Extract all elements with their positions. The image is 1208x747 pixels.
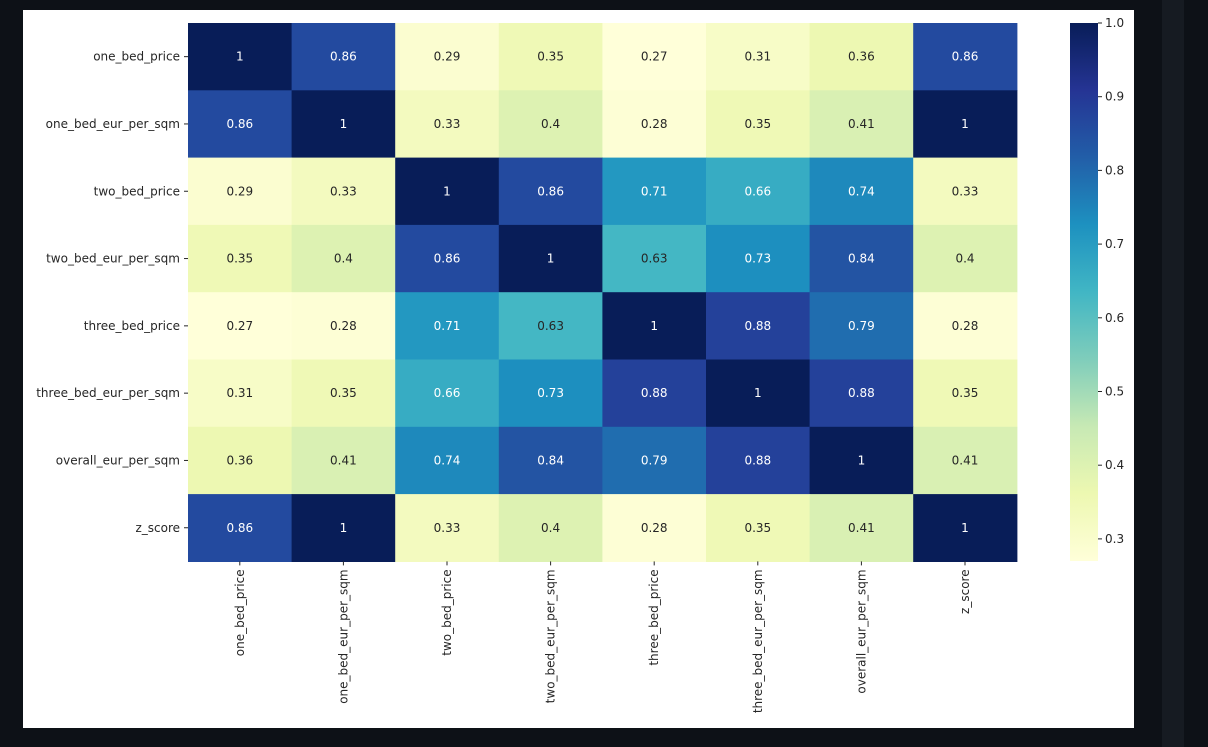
notebook-output-panel: 10.860.290.350.270.310.360.860.8610.330.…	[23, 10, 1134, 728]
heatmap-cells	[188, 23, 1017, 562]
cell-value-label: 0.79	[641, 453, 668, 467]
cell-value-label: 0.27	[641, 50, 668, 64]
y-tick-label: two_bed_eur_per_sqm	[46, 252, 180, 266]
cell-value-label: 0.31	[744, 50, 771, 64]
cell-value-label: 0.41	[330, 453, 357, 467]
cell-value-label: 0.88	[744, 319, 771, 333]
cell-value-label: 0.41	[952, 453, 979, 467]
cell-value-label: 0.41	[848, 521, 875, 535]
colorbar-gradient	[1070, 23, 1098, 561]
cell-value-label: 0.63	[537, 319, 564, 333]
x-axis: one_bed_price one_bed_eur_per_sqm two_bed_…	[233, 561, 972, 713]
cell-value-label: 0.28	[952, 319, 979, 333]
cell-value-label: 0.29	[434, 50, 461, 64]
cell-value-label: 1	[754, 386, 762, 400]
scrollbar[interactable]	[1162, 0, 1184, 747]
cell-value-label: 0.71	[641, 184, 668, 198]
cell-value-label: 0.4	[334, 252, 353, 266]
cell-value-label: 0.41	[848, 117, 875, 131]
y-tick-label: one_bed_price	[93, 50, 180, 64]
cell-value-label: 1	[340, 521, 348, 535]
cell-value-label: 0.4	[955, 252, 974, 266]
y-tick-label: two_bed_price	[94, 184, 180, 198]
cell-value-label: 0.74	[848, 184, 875, 198]
y-tick-label: overall_eur_per_sqm	[56, 453, 180, 467]
colorbar-tick-label: 0.4	[1105, 458, 1124, 472]
cell-value-label: 0.88	[848, 386, 875, 400]
correlation-heatmap: 10.860.290.350.270.310.360.860.8610.330.…	[23, 10, 1134, 728]
cell-value-label: 0.35	[744, 117, 771, 131]
cell-value-label: 0.73	[744, 252, 771, 266]
cell-value-label: 0.36	[226, 453, 253, 467]
cell-value-label: 1	[858, 453, 866, 467]
x-tick-label: three_bed_eur_per_sqm	[751, 569, 765, 713]
cell-value-label: 1	[961, 117, 969, 131]
colorbar-tick-label: 0.6	[1105, 311, 1124, 325]
cell-value-label: 1	[547, 252, 555, 266]
cell-value-label: 0.86	[226, 521, 253, 535]
colorbar-tick-label: 0.8	[1105, 163, 1124, 177]
cell-value-label: 0.66	[434, 386, 461, 400]
cell-value-label: 0.63	[641, 252, 668, 266]
y-axis: one_bed_price one_bed_eur_per_sqm two_bed_…	[36, 50, 188, 535]
colorbar-tick-label: 0.3	[1105, 532, 1124, 546]
cell-value-label: 1	[650, 319, 658, 333]
cell-value-label: 0.86	[434, 252, 461, 266]
cell-value-label: 0.28	[641, 117, 668, 131]
x-tick-label: two_bed_eur_per_sqm	[544, 569, 558, 703]
x-tick-label: three_bed_price	[647, 569, 661, 665]
x-tick-label: one_bed_eur_per_sqm	[336, 569, 350, 703]
cell-value-label: 0.86	[952, 50, 979, 64]
cell-value-label: 0.79	[848, 319, 875, 333]
cell-value-label: 0.29	[226, 184, 253, 198]
cell-value-label: 1	[340, 117, 348, 131]
cell-value-label: 0.74	[434, 453, 461, 467]
colorbar-tick-label: 0.9	[1105, 90, 1124, 104]
cell-value-label: 0.84	[537, 453, 564, 467]
colorbar-tick-label: 0.5	[1105, 384, 1124, 398]
cell-value-label: 0.33	[434, 521, 461, 535]
y-tick-label: one_bed_eur_per_sqm	[46, 117, 180, 131]
colorbar-tick-label: 1.0	[1105, 16, 1124, 30]
cell-value-label: 1	[443, 184, 451, 198]
y-tick-label: three_bed_eur_per_sqm	[36, 386, 180, 400]
y-tick-label: three_bed_price	[84, 319, 180, 333]
y-tick-label: z_score	[135, 521, 180, 535]
x-tick-label: two_bed_price	[440, 569, 454, 655]
cell-value-label: 1	[961, 521, 969, 535]
cell-value-label: 0.66	[744, 184, 771, 198]
cell-value-label: 0.88	[744, 453, 771, 467]
cell-value-label: 0.35	[226, 252, 253, 266]
cell-value-label: 0.33	[952, 184, 979, 198]
cell-value-label: 0.86	[537, 184, 564, 198]
cell-value-label: 0.88	[641, 386, 668, 400]
cell-value-label: 0.36	[848, 50, 875, 64]
cell-value-label: 0.4	[541, 521, 560, 535]
cell-value-label: 0.31	[226, 386, 253, 400]
cell-value-label: 0.35	[744, 521, 771, 535]
cell-value-label: 0.27	[226, 319, 253, 333]
cell-value-label: 0.35	[952, 386, 979, 400]
cell-value-label: 0.86	[226, 117, 253, 131]
cell-value-label: 0.33	[434, 117, 461, 131]
cell-value-label: 0.35	[330, 386, 357, 400]
colorbar: 0.3 0.4 0.5 0.6 0.7 0.8 0.9 1.0	[1070, 16, 1124, 561]
cell-value-label: 0.73	[537, 386, 564, 400]
cell-value-label: 0.28	[330, 319, 357, 333]
x-tick-label: z_score	[958, 569, 972, 614]
cell-value-label: 0.86	[330, 50, 357, 64]
cell-value-label: 0.84	[848, 252, 875, 266]
cell-value-label: 0.33	[330, 184, 357, 198]
cell-value-label: 1	[236, 50, 244, 64]
cell-value-label: 0.71	[434, 319, 461, 333]
cell-value-label: 0.4	[541, 117, 560, 131]
x-tick-label: one_bed_price	[233, 569, 247, 656]
colorbar-tick-label: 0.7	[1105, 237, 1124, 251]
x-tick-label: overall_eur_per_sqm	[854, 569, 868, 693]
cell-value-label: 0.35	[537, 50, 564, 64]
cell-value-label: 0.28	[641, 521, 668, 535]
